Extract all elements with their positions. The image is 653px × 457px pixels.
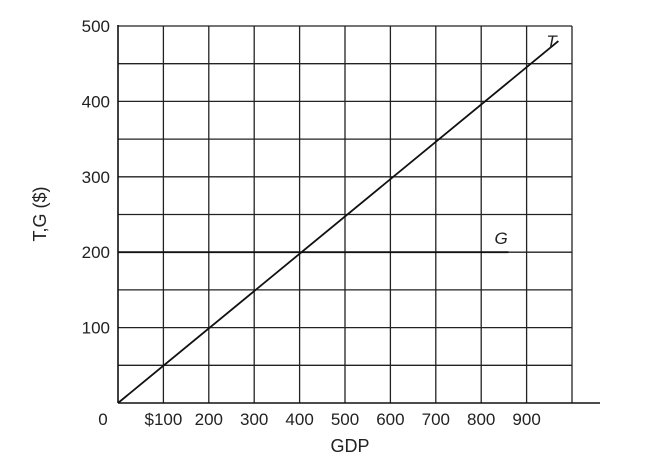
x-tick-label: 400: [285, 410, 313, 429]
x-tick-label: 700: [422, 410, 450, 429]
x-axis-title: GDP: [330, 436, 369, 456]
x-tick-label: 800: [467, 410, 495, 429]
x-tick-label: 500: [331, 410, 359, 429]
y-tick-label: 100: [82, 319, 110, 338]
x-tick-label: 0: [98, 410, 107, 429]
y-axis-title: T,G ($): [30, 186, 50, 241]
x-tick-label: 200: [195, 410, 223, 429]
y-tick-label: 200: [82, 243, 110, 262]
series-label-t: T: [546, 32, 558, 51]
series-line-t: [117, 40, 559, 404]
y-tick-label: 400: [82, 92, 110, 111]
x-tick-label: 900: [512, 410, 540, 429]
x-tick-label: 600: [376, 410, 404, 429]
x-tick-label: 300: [240, 410, 268, 429]
y-tick-label: 500: [82, 17, 110, 36]
x-tick-label: $100: [144, 410, 182, 429]
series-label-g: G: [494, 229, 507, 248]
y-tick-label: 300: [82, 168, 110, 187]
